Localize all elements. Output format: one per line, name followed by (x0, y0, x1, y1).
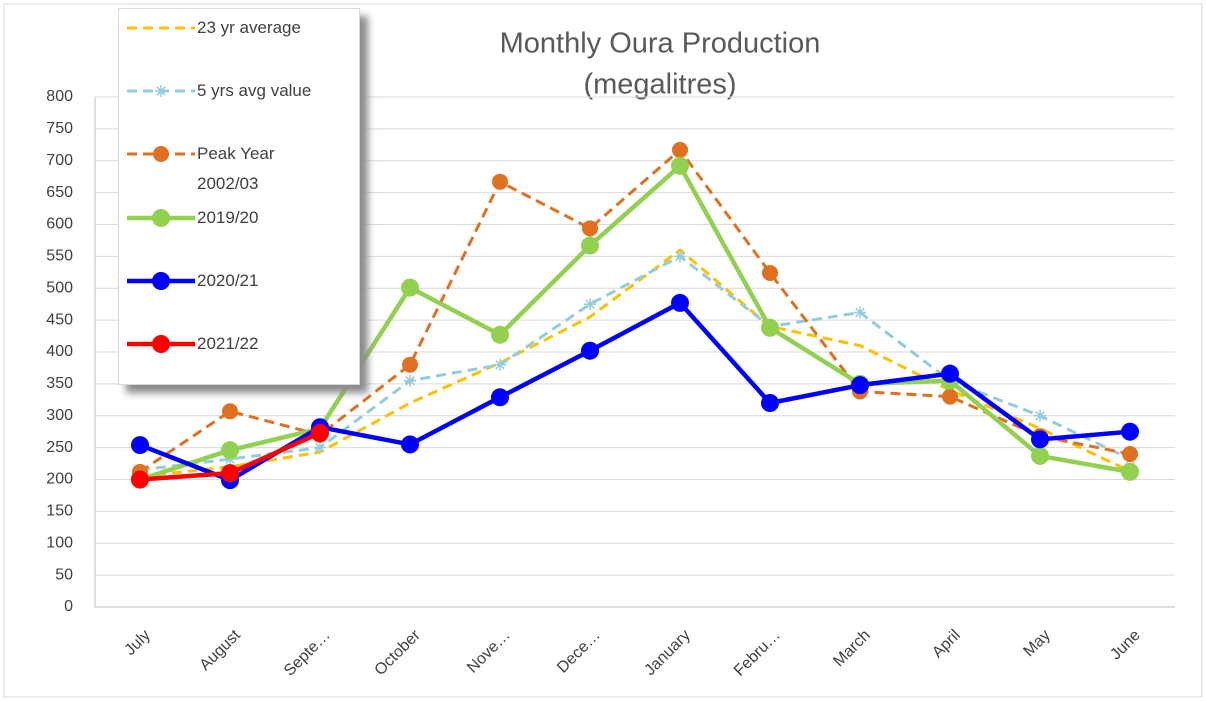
marker (851, 376, 869, 395)
y-tick-label: 750 (46, 120, 73, 137)
x-tick-label: October (372, 626, 425, 679)
y-tick-label: 0 (64, 598, 73, 615)
marker (854, 306, 866, 319)
marker (941, 364, 959, 383)
legend-label: 23 yr average (197, 18, 301, 37)
marker (494, 358, 506, 371)
marker (674, 250, 686, 263)
y-tick-label: 400 (46, 343, 73, 360)
x-tick-label: Septe… (281, 627, 334, 680)
marker (401, 435, 419, 454)
y-tick-label: 200 (46, 471, 73, 488)
marker (152, 208, 170, 227)
legend-label: Peak Year 2002/03 (197, 144, 275, 194)
legend-swatch (127, 85, 195, 98)
marker (491, 325, 509, 344)
marker (584, 298, 596, 311)
x-tick-label: May (1020, 627, 1053, 660)
y-tick-label: 500 (46, 279, 73, 296)
marker (671, 156, 689, 175)
y-tick-label: 50 (55, 566, 73, 583)
marker (491, 388, 509, 407)
legend-item: 23 yr average (125, 13, 317, 43)
series-line (139, 300, 1131, 483)
chart-border (3, 3, 1203, 698)
marker (1031, 446, 1049, 465)
marker (402, 356, 418, 373)
y-tick-label: 150 (46, 503, 73, 520)
x-tick-label: July (122, 627, 154, 659)
marker (1122, 446, 1138, 462)
marker (152, 271, 170, 290)
marker (1121, 422, 1139, 441)
legend-swatch (127, 271, 195, 290)
marker (221, 464, 239, 483)
y-tick-label: 100 (46, 534, 73, 551)
legend-item: 5 yrs avg value (125, 76, 317, 106)
marker (131, 470, 149, 489)
marker (221, 441, 239, 460)
x-tick-label: March (830, 627, 873, 670)
legend-label: 2019/20 (197, 207, 259, 227)
legend-label: 2021/22 (197, 334, 259, 353)
marker (155, 85, 167, 98)
marker (1034, 409, 1046, 422)
marker (1121, 462, 1139, 481)
marker (1031, 430, 1049, 449)
marker (492, 173, 508, 190)
marker (311, 423, 329, 442)
marker (761, 318, 779, 337)
legend-swatch (127, 146, 195, 163)
legend-swatch (127, 208, 195, 227)
marker (762, 264, 778, 281)
marker (152, 335, 170, 353)
y-tick-label: 450 (46, 311, 73, 328)
marker (153, 146, 169, 163)
chart-subtitle: (megalitres) (583, 69, 736, 101)
y-tick-label: 250 (46, 439, 73, 456)
y-tick-label: 700 (46, 152, 73, 169)
legend-item: 2019/20 (125, 203, 317, 233)
y-tick-label: 350 (46, 375, 73, 392)
marker (404, 374, 416, 387)
legend-swatch (127, 335, 195, 353)
series-line (139, 163, 1131, 482)
x-tick-label: Nove… (464, 627, 514, 677)
legend-swatch (127, 26, 195, 30)
series-line (139, 248, 1131, 478)
y-tick-label: 800 (46, 88, 73, 105)
marker (582, 220, 598, 237)
marker (401, 278, 419, 297)
legend: 23 yr average 5 yrs avg value Peak Year 20… (118, 8, 360, 385)
x-tick-label: April (929, 627, 964, 662)
legend-label: 5 yrs avg value (197, 81, 312, 101)
x-tick-label: January (642, 627, 694, 679)
series-line (139, 148, 1131, 474)
marker (761, 394, 779, 412)
x-tick-label: Dece… (554, 627, 604, 677)
marker (942, 388, 958, 405)
x-tick-label: June (1107, 627, 1144, 664)
marker (672, 141, 688, 158)
y-tick-label: 650 (46, 184, 73, 201)
y-tick-label: 550 (46, 248, 73, 265)
marker (671, 293, 689, 312)
legend-item: 2020/21 (125, 266, 317, 296)
marker (314, 441, 326, 454)
marker (581, 236, 599, 255)
legend-item: 2021/22 (125, 329, 317, 359)
y-tick-label: 600 (46, 216, 73, 233)
marker (222, 403, 238, 420)
x-tick-label: August (197, 626, 245, 674)
marker (581, 341, 599, 360)
y-tick-label: 300 (46, 407, 73, 424)
legend-label: 2020/21 (197, 270, 259, 290)
x-tick-label: Febru… (731, 627, 784, 680)
legend-item: Peak Year 2002/03 (125, 139, 317, 199)
marker (131, 436, 149, 455)
chart-title: Monthly Oura Production (500, 28, 821, 60)
